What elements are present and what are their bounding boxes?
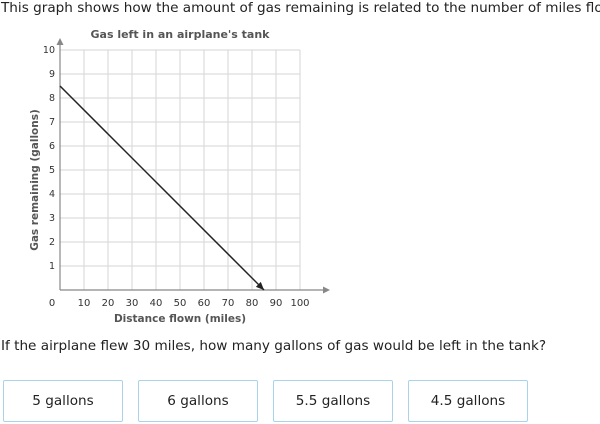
y-tick-label: 6 bbox=[49, 141, 55, 152]
y-axis-arrow bbox=[56, 38, 64, 45]
x-tick-label: 80 bbox=[246, 298, 259, 309]
y-axis-label: Gas remaining (gallons) bbox=[29, 109, 41, 251]
x-tick-label: 50 bbox=[174, 298, 187, 309]
data-line bbox=[59, 85, 265, 291]
data-line-arrow bbox=[255, 281, 264, 290]
y-tick-label: 2 bbox=[49, 237, 55, 248]
chart: Gas left in an airplane's tank 10 20 30 40 5… bbox=[29, 28, 330, 325]
axes bbox=[56, 38, 330, 294]
choice-button-2[interactable]: 6 gallons bbox=[138, 380, 258, 422]
x-axis-arrow bbox=[323, 286, 330, 294]
y-tick-label: 10 bbox=[43, 45, 55, 56]
x-tick-label: 100 bbox=[290, 298, 309, 309]
x-tick-label: 20 bbox=[102, 298, 115, 309]
y-tick-label: 1 bbox=[49, 261, 55, 272]
y-tick-label: 3 bbox=[49, 213, 55, 224]
x-tick-label: 60 bbox=[198, 298, 211, 309]
x-tick-label: 70 bbox=[222, 298, 235, 309]
choice-button-3[interactable]: 5.5 gallons bbox=[273, 380, 393, 422]
question-text: If the airplane flew 30 miles, how many … bbox=[1, 338, 547, 354]
x-axis-label: Distance flown (miles) bbox=[114, 313, 246, 325]
x-tick-label: 40 bbox=[150, 298, 163, 309]
intro-text: This graph shows how the amount of gas r… bbox=[1, 0, 600, 16]
y-tick-label: 7 bbox=[49, 117, 55, 128]
series bbox=[59, 85, 265, 291]
y-tick-label: 8 bbox=[49, 93, 55, 104]
x-tick-label: 90 bbox=[270, 298, 283, 309]
origin-label: 0 bbox=[49, 298, 55, 309]
choice-button-4[interactable]: 4.5 gallons bbox=[408, 380, 528, 422]
y-tick-label: 5 bbox=[49, 165, 55, 176]
y-tick-label: 4 bbox=[49, 189, 55, 200]
x-tick-label: 10 bbox=[78, 298, 91, 309]
grid bbox=[60, 49, 301, 290]
x-tick-label: 30 bbox=[126, 298, 139, 309]
chart-title: Gas left in an airplane's tank bbox=[91, 28, 271, 41]
y-tick-label: 9 bbox=[49, 69, 55, 80]
choice-button-1[interactable]: 5 gallons bbox=[3, 380, 123, 422]
